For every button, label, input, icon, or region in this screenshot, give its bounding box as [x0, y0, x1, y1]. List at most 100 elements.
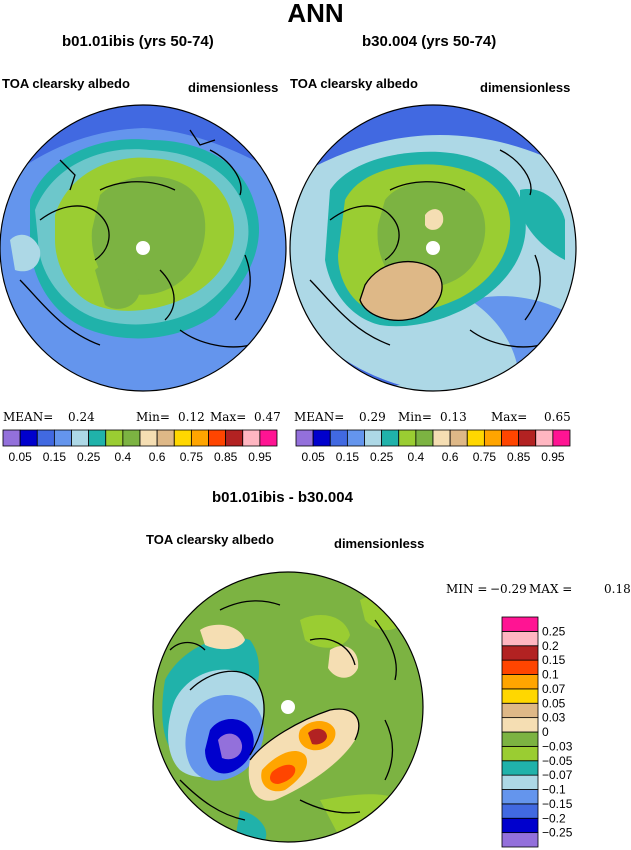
map-panel2	[290, 105, 576, 391]
colorbar-diff-swatch	[501, 674, 539, 690]
colorbar-panel2-tick-label: 0.75	[473, 450, 497, 464]
panel1-mean-label: MEAN=	[3, 410, 54, 424]
colorbar-panel1-tick-label: 0.4	[115, 450, 132, 464]
colorbar-diff-swatch	[501, 774, 539, 790]
panel2-min-label: Min=	[398, 410, 432, 424]
colorbar-panel1-swatch	[53, 429, 72, 447]
colorbar-panel1-swatch	[156, 429, 175, 447]
colorbar-diff-swatch	[501, 702, 539, 719]
colorbar-panel2-swatch	[381, 429, 400, 447]
colorbar-panel1-swatch	[259, 429, 278, 447]
panel2-variable: TOA clearsky albedo	[290, 76, 418, 91]
colorbar-diff-swatch	[501, 803, 539, 819]
colorbar-panel2: 0.05 0.15 0.25 0.4 0.6 0.75 0.85 0.95	[295, 429, 571, 464]
colorbar-panel2-swatch	[312, 429, 331, 447]
colorbar-panel1-swatch	[36, 429, 55, 447]
colorbar-diff-tick-label: −0.25	[542, 826, 573, 840]
colorbar-diff-tick-label: −0.1	[542, 783, 566, 797]
colorbar-diff-swatch	[501, 659, 539, 675]
diff-variable: TOA clearsky albedo	[146, 532, 274, 547]
page-title: ANN	[287, 0, 344, 28]
colorbar-diff-swatch	[501, 731, 539, 747]
panel1-variable: TOA clearsky albedo	[2, 76, 130, 91]
colorbar-panel2-swatch	[295, 429, 314, 447]
colorbar-panel1-swatch	[190, 429, 209, 447]
diff-case-title: b01.01ibis - b30.004	[212, 489, 353, 506]
colorbar-diff-swatch	[501, 630, 539, 647]
colorbar-diff-swatch	[501, 832, 539, 848]
colorbar-diff-swatch	[501, 645, 539, 661]
colorbar-panel1-swatch	[88, 429, 107, 447]
colorbar-panel1-swatch	[19, 429, 38, 447]
colorbar-diff-swatch	[501, 789, 539, 805]
diff-min-label: MIN =	[446, 582, 488, 596]
colorbar-diff-swatch	[501, 688, 539, 704]
colorbar-diff-tick-label: −0.15	[542, 797, 573, 811]
colorbar-diff-swatch	[501, 817, 539, 834]
colorbar-panel2-swatch	[346, 429, 365, 447]
colorbar-panel2-tick-label: 0.25	[370, 450, 394, 464]
colorbar-panel1-tick-label: 0.15	[43, 450, 67, 464]
diff-max-value: 0.18	[604, 582, 631, 596]
diff-min-value: −0.29	[490, 582, 527, 596]
colorbar-diff-swatch	[501, 717, 539, 733]
colorbar-diff-tick-label: −0.07	[542, 768, 573, 782]
colorbar-panel2-swatch	[364, 429, 383, 447]
panel1-min-value: 0.12	[178, 410, 205, 424]
colorbar-diff-swatch	[501, 745, 539, 762]
colorbar-panel1-tick-label: 0.05	[8, 450, 32, 464]
panel2-case-title: b30.004 (yrs 50-74)	[362, 33, 497, 50]
colorbar-panel2-swatch	[535, 429, 554, 447]
panel2-min-value: 0.13	[440, 410, 467, 424]
colorbar-panel2-swatch	[449, 429, 468, 447]
panel1-case-title: b01.01ibis (yrs 50-74)	[62, 33, 214, 50]
colorbar-diff-tick-label: 0.07	[542, 682, 566, 696]
colorbar-panel2-swatch	[415, 429, 434, 447]
colorbar-panel1-swatch	[2, 429, 21, 447]
colorbar-panel2-swatch	[501, 429, 520, 447]
colorbar-panel1-swatch	[71, 429, 90, 447]
colorbar-panel1-swatch	[173, 429, 192, 447]
colorbar-diff-swatch	[501, 616, 539, 632]
colorbar-diff-tick-label: −0.2	[542, 811, 566, 825]
colorbar-diff-tick-label: 0	[542, 725, 549, 739]
colorbar-panel1: 0.05 0.15 0.25 0.4 0.6 0.75 0.85 0.95	[2, 429, 278, 464]
diff-max-label: MAX =	[529, 582, 573, 596]
panel2-max-label: Max=	[491, 410, 528, 424]
diff-units: dimensionless	[334, 536, 425, 551]
colorbar-panel2-swatch	[483, 429, 502, 447]
colorbar-panel2-tick-label: 0.15	[336, 450, 360, 464]
colorbar-panel2-swatch	[329, 429, 348, 447]
colorbar-diff-tick-label: 0.15	[542, 653, 566, 667]
colorbar-panel2-swatch	[466, 429, 485, 447]
colorbar-panel2-tick-label: 0.85	[507, 450, 531, 464]
panel1-min-label: Min=	[136, 410, 170, 424]
colorbar-panel2-tick-label: 0.95	[541, 450, 565, 464]
colorbar-panel2-swatch	[432, 429, 451, 447]
colorbar-panel1-swatch	[208, 429, 227, 447]
colorbar-panel1-swatch	[122, 429, 141, 447]
colorbar-diff-swatch	[501, 760, 539, 776]
colorbar-diff-tick-label: 0.03	[542, 711, 566, 725]
colorbar-panel2-tick-label: 0.4	[408, 450, 425, 464]
colorbar-panel1-swatch	[139, 429, 158, 447]
colorbar-panel1-tick-label: 0.6	[149, 450, 166, 464]
panel1-max-label: Max=	[210, 410, 247, 424]
panel2-mean-label: MEAN=	[294, 410, 345, 424]
colorbar-panel1-tick-label: 0.95	[248, 450, 272, 464]
panel1-mean-value: 0.24	[68, 410, 95, 424]
colorbar-panel1-tick-label: 0.75	[180, 450, 204, 464]
panel1-units: dimensionless	[188, 80, 279, 95]
colorbar-diff-tick-label: 0.25	[542, 624, 566, 638]
colorbar-diff-tick-label: −0.03	[542, 739, 573, 753]
panel1-max-value: 0.47	[254, 410, 281, 424]
panel2-mean-value: 0.29	[359, 410, 386, 424]
colorbar-diff-tick-label: −0.05	[542, 754, 573, 768]
panel2-max-value: 0.65	[544, 410, 571, 424]
colorbar-panel2-swatch	[518, 429, 537, 447]
colorbar-panel2-swatch	[552, 429, 571, 447]
colorbar-diff-tick-label: 0.1	[542, 668, 559, 682]
colorbar-diff-tick-label: 0.2	[542, 639, 559, 653]
